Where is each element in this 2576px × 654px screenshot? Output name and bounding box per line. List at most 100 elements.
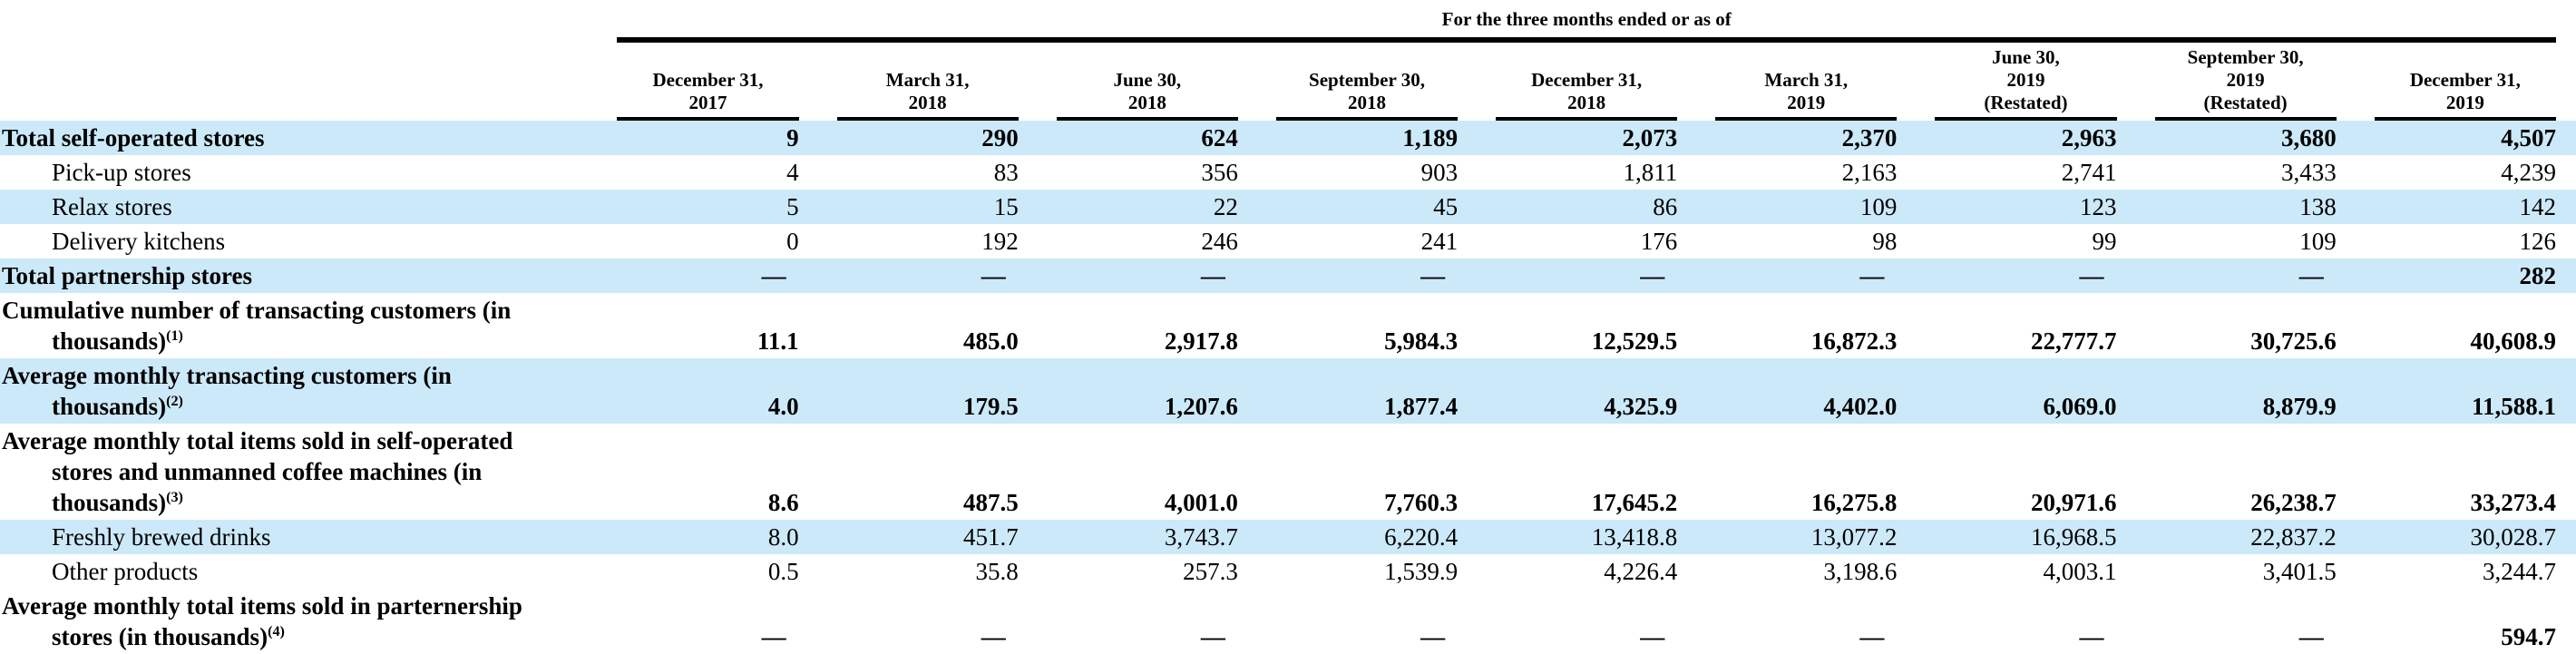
row-label-line: Average monthly total items sold in part…: [2, 592, 522, 620]
column-header-line: 2019: [2006, 69, 2045, 91]
value-cell: 451.7: [963, 523, 1019, 551]
column-header: December 31, 2017: [599, 43, 818, 121]
value-cell: 83: [993, 159, 1019, 186]
column-header-line: 2019: [2445, 92, 2484, 113]
value-cell: 1,811: [1623, 159, 1678, 186]
row-label: Other products: [0, 554, 599, 589]
value-cell: 16,968.5: [2031, 523, 2117, 551]
column-header-label: September 30, 2018: [1276, 69, 1458, 114]
column-header: December 31, 2019: [2356, 43, 2576, 121]
value-cell: 3,244.7: [2483, 558, 2556, 585]
row-label-line: Average monthly transacting customers (i…: [2, 362, 452, 389]
value-cell: 2,370: [1841, 124, 1898, 151]
value-cell: 16,275.8: [1810, 489, 1898, 516]
value-cell: —: [1200, 623, 1225, 650]
value-cell: 2,741: [2061, 159, 2117, 186]
value-cell: 30,028.7: [2470, 523, 2557, 551]
value-cell: —: [2298, 623, 2324, 650]
value-cell: —: [761, 623, 786, 650]
period-header-row: For the three months ended or as of: [0, 0, 2576, 43]
value-cell: 624: [1201, 124, 1238, 151]
column-header-label: March 31, 2018: [837, 69, 1019, 114]
column-underline: [2374, 117, 2556, 121]
value-cell: 99: [2092, 228, 2117, 255]
value-cell: 179.5: [963, 393, 1019, 420]
table-row: Delivery kitchens 0 192 246 241 176 98 99 109 126: [0, 224, 2576, 259]
column-header-label: December 31, 2019: [2375, 69, 2556, 114]
row-label: Average monthly total items sold in self…: [0, 424, 599, 520]
value-cell: 7,760.3: [1384, 489, 1459, 516]
value-cell: 4,001.0: [1164, 489, 1238, 516]
value-cell: —: [1859, 623, 1885, 650]
table-row: Other products 0.5 35.8 257.3 1,539.9 4,226.4…: [0, 554, 2576, 589]
value-cell: 17,645.2: [1591, 489, 1678, 516]
column-underline: [617, 117, 799, 121]
row-label: Average monthly transacting customers (i…: [0, 358, 599, 424]
column-header-line: December 31,: [1531, 69, 1643, 91]
column-header-line: 2018: [1347, 92, 1386, 113]
column-underline: [1935, 117, 2117, 121]
value-cell: 40,608.9: [2470, 327, 2557, 355]
value-cell: 3,401.5: [2262, 558, 2337, 585]
value-cell: 98: [1872, 228, 1898, 255]
header-rule: [617, 37, 2556, 43]
column-underline: [1715, 117, 1898, 121]
header-spacer: [0, 43, 599, 121]
row-label: Pick-up stores: [0, 155, 599, 190]
column-header-line: March 31,: [885, 69, 970, 91]
row-label: Total partnership stores: [0, 259, 599, 293]
value-cell: —: [2079, 623, 2104, 650]
column-header-line: (Restated): [2203, 92, 2288, 113]
column-header: June 30, 2018: [1039, 43, 1258, 121]
column-header-label: December 31, 2018: [1496, 69, 1677, 114]
value-cell: 4,507: [2501, 124, 2556, 151]
value-cell: 33,273.4: [2470, 489, 2557, 516]
period-header-cell: For the three months ended or as of: [599, 0, 2576, 43]
column-header-line: June 30,: [1113, 69, 1182, 91]
footnote-marker: (3): [166, 489, 183, 505]
value-cell: 30,725.6: [2250, 327, 2337, 355]
row-label: Relax stores: [0, 190, 599, 224]
column-header-label: June 30, 2018: [1057, 69, 1238, 114]
column-header-label: December 31, 2017: [617, 69, 798, 114]
column-header-line: 2018: [1127, 92, 1166, 113]
value-cell: —: [761, 262, 786, 289]
header-spacer: [0, 0, 599, 43]
value-cell: 13,077.2: [1810, 523, 1898, 551]
value-cell: 241: [1420, 228, 1459, 255]
column-header-line: 2019: [2226, 69, 2265, 91]
value-cell: 8,879.9: [2262, 393, 2337, 420]
value-cell: 11,588.1: [2471, 393, 2556, 420]
value-cell: 22: [1213, 193, 1238, 220]
column-header-line: September 30,: [2187, 46, 2304, 68]
column-underline: [836, 117, 1019, 121]
value-cell: 485.0: [963, 327, 1019, 355]
row-label: Total self-operated stores: [0, 121, 599, 155]
column-header: March 31, 2018: [819, 43, 1039, 121]
value-cell: 282: [2519, 262, 2557, 289]
value-cell: 20,971.6: [2031, 489, 2117, 516]
footnote-marker: (2): [166, 393, 183, 409]
row-label-line: Relax stores: [52, 193, 172, 220]
row-label-line: Delivery kitchens: [52, 228, 226, 255]
row-label-line: thousands)(2): [52, 393, 183, 420]
footnote-marker: (4): [268, 623, 285, 639]
value-cell: 1,539.9: [1384, 558, 1459, 585]
row-label-line: stores and unmanned coffee machines (in: [52, 458, 483, 485]
column-header-label: March 31, 2019: [1715, 69, 1897, 114]
table-row: Average monthly total items sold in part…: [0, 589, 2576, 654]
column-header: September 30, 2018: [1258, 43, 1478, 121]
value-cell: 257.3: [1183, 558, 1238, 585]
table-body: Total self-operated stores 9 290 624 1,189 2,…: [0, 121, 2576, 654]
column-underline: [1275, 117, 1459, 121]
value-cell: 26,238.7: [2250, 489, 2337, 516]
column-underline: [1056, 117, 1238, 121]
value-cell: 3,743.7: [1164, 523, 1238, 551]
column-header-label: September 30, 2019 (Restated): [2155, 46, 2337, 114]
value-cell: 126: [2519, 228, 2557, 255]
value-cell: 4,402.0: [1823, 393, 1898, 420]
value-cell: 290: [981, 124, 1019, 151]
value-cell: 1,207.6: [1164, 393, 1238, 420]
table-title: For the three months ended or as of: [1441, 8, 1732, 30]
